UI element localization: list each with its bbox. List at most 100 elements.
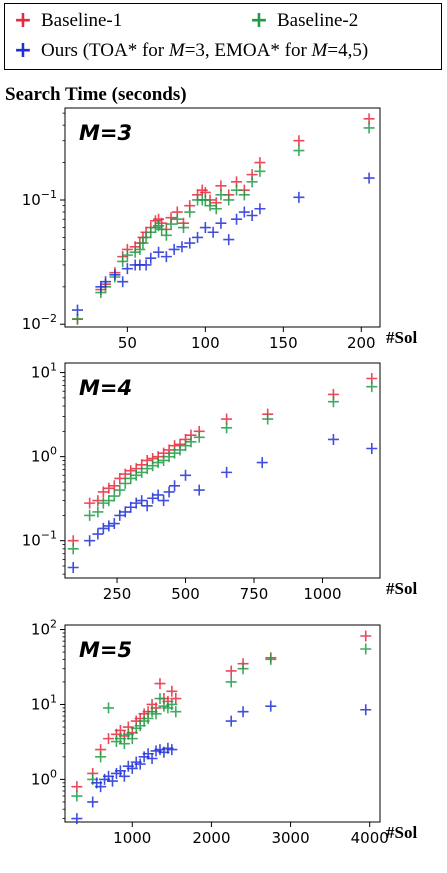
data-point xyxy=(71,781,83,793)
data-point xyxy=(97,497,109,509)
data-point xyxy=(142,712,154,724)
data-point xyxy=(360,704,372,716)
legend-item-baseline-1: + Baseline-1 xyxy=(13,10,122,32)
data-point xyxy=(193,484,205,496)
legend-label-baseline-1: Baseline-1 xyxy=(41,10,123,31)
x-tick-label: 50 xyxy=(118,334,137,352)
data-point xyxy=(185,436,197,448)
y-tick-label: 10−1 xyxy=(22,529,57,550)
data-point xyxy=(137,237,149,249)
data-point xyxy=(327,396,339,408)
x-tick-label: 100 xyxy=(191,334,220,352)
data-point xyxy=(108,518,120,530)
x-tick-label: 500 xyxy=(171,585,200,603)
data-point xyxy=(163,486,175,498)
data-point xyxy=(293,145,305,157)
series-baseline-2 xyxy=(67,381,378,555)
data-point xyxy=(262,413,274,425)
y-tick-label: 100 xyxy=(31,767,57,788)
data-point xyxy=(363,122,375,134)
data-point xyxy=(360,630,372,642)
y-tick-label: 101 xyxy=(31,692,57,713)
data-point xyxy=(126,733,138,745)
data-point xyxy=(92,495,104,507)
data-point xyxy=(265,700,277,712)
legend-marker-ours: + xyxy=(13,38,33,63)
x-axis-label: #Sol xyxy=(386,823,417,842)
data-point xyxy=(327,433,339,445)
section-title: Search Time (seconds) xyxy=(5,84,187,105)
data-point xyxy=(141,500,153,512)
data-point xyxy=(166,744,178,756)
x-tick-label: 2000 xyxy=(192,829,230,847)
data-point xyxy=(134,243,146,255)
data-point xyxy=(97,522,109,534)
data-point xyxy=(118,770,130,782)
data-point xyxy=(223,194,235,206)
data-point xyxy=(225,715,237,727)
data-point xyxy=(108,490,120,502)
data-point xyxy=(84,509,96,521)
data-point xyxy=(199,222,211,234)
x-tick-label: 1000 xyxy=(113,829,151,847)
legend-label-baseline-2: Baseline-2 xyxy=(277,10,359,31)
data-point xyxy=(170,693,182,705)
data-point xyxy=(150,708,162,720)
data-point xyxy=(87,796,99,808)
data-point xyxy=(193,431,205,443)
data-point xyxy=(71,790,83,802)
data-point xyxy=(160,229,172,241)
y-tick-label: 101 xyxy=(31,361,57,382)
data-point xyxy=(166,698,178,710)
data-point xyxy=(134,758,146,770)
data-point xyxy=(237,706,249,718)
data-point xyxy=(215,217,227,229)
data-point xyxy=(156,223,168,235)
panel-title: M=3 xyxy=(79,121,132,145)
data-point xyxy=(95,281,107,293)
panel-title: M=4 xyxy=(79,376,132,400)
plot-frame xyxy=(64,362,381,579)
data-point xyxy=(265,653,277,665)
data-point xyxy=(204,200,216,212)
data-point xyxy=(84,497,96,509)
data-point xyxy=(360,643,372,655)
x-tick-label: 150 xyxy=(269,334,298,352)
y-tick-label: 102 xyxy=(31,618,57,639)
series-baseline-2 xyxy=(71,122,375,325)
data-point xyxy=(103,482,115,494)
data-point xyxy=(363,172,375,184)
x-axis-label: #Sol xyxy=(386,328,417,347)
data-point xyxy=(140,259,152,271)
data-point xyxy=(169,480,181,492)
data-point xyxy=(71,813,83,825)
data-point xyxy=(207,226,219,238)
x-tick-label: 3000 xyxy=(271,829,309,847)
data-point xyxy=(100,276,112,288)
data-point xyxy=(178,222,190,234)
data-point xyxy=(84,535,96,547)
data-point xyxy=(145,226,157,238)
legend-label-ours: Ours (TOA* for M=3, EMOA* for M=4,5) xyxy=(41,40,369,61)
series-ours-toa-for-m-3-emoa-for-m-4-5 xyxy=(71,700,372,825)
data-point xyxy=(225,676,237,688)
x-tick-label: 750 xyxy=(240,585,269,603)
data-point xyxy=(184,206,196,218)
plot-frame xyxy=(64,107,381,328)
data-point xyxy=(103,495,115,507)
data-point xyxy=(223,234,235,246)
data-point xyxy=(109,269,121,281)
data-point xyxy=(140,231,152,243)
series-ours-toa-for-m-3-emoa-for-m-4-5 xyxy=(71,172,375,316)
data-point xyxy=(71,304,83,316)
data-point xyxy=(192,231,204,243)
data-point xyxy=(221,422,233,434)
x-axis-label: #Sol xyxy=(386,579,417,598)
data-point xyxy=(153,246,165,258)
x-tick-label: 1000 xyxy=(303,585,341,603)
data-point xyxy=(106,775,118,787)
data-point xyxy=(146,753,158,765)
